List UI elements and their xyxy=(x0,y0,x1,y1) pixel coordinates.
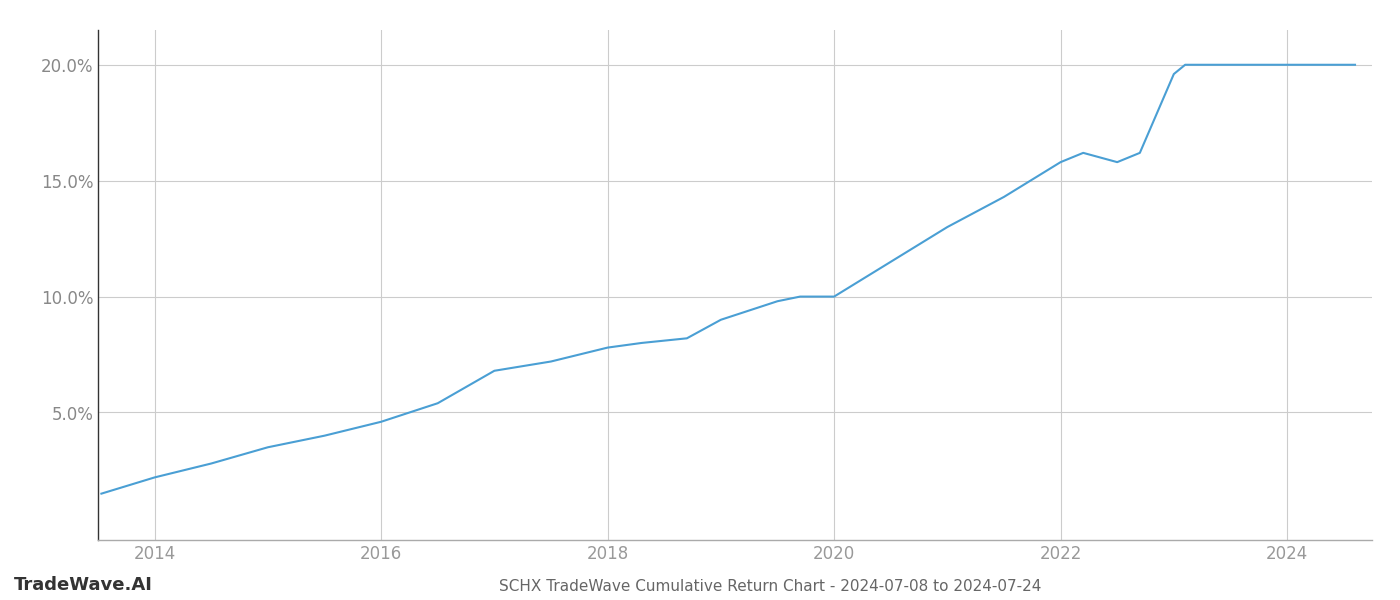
Text: SCHX TradeWave Cumulative Return Chart - 2024-07-08 to 2024-07-24: SCHX TradeWave Cumulative Return Chart -… xyxy=(498,579,1042,594)
Text: TradeWave.AI: TradeWave.AI xyxy=(14,576,153,594)
